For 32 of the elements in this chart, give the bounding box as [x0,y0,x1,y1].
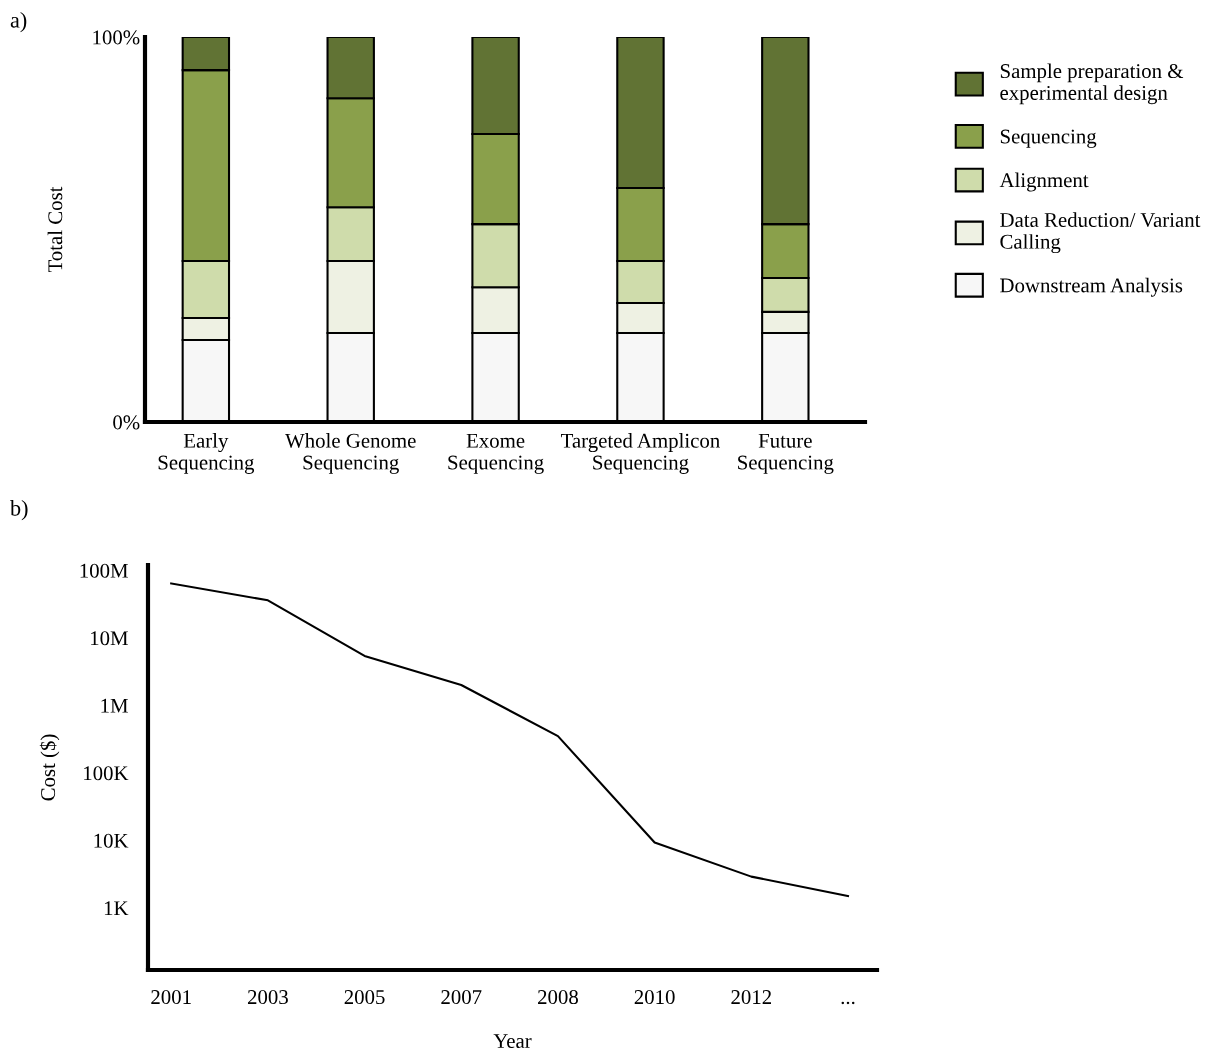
y-axis-title: Total Cost [47,186,63,273]
y-tick-label: 10K [94,833,129,848]
y-tick-label: 100K [84,766,129,781]
text: b) [10,500,28,521]
y-tick-label: 10M [91,631,128,646]
y-tick-label: 100% [93,30,140,45]
x-tick-label: Whole Genome Sequencing [285,433,416,474]
x-tick-label: 2005 [344,990,385,1005]
y-tick-label: 1M [101,698,128,713]
y-tick-label: 100M [80,563,128,578]
x-tick-label: Early Sequencing [158,433,255,474]
text: a) [10,12,27,33]
x-tick-label: 2012 [731,990,771,1005]
x-tick-label: Targeted Amplicon Sequencing [561,433,720,474]
y-tick-label: 1K [104,901,129,916]
line-series [170,582,850,897]
x-tick-label: 2010 [634,990,675,1005]
legend-label: Sequencing [1000,129,1097,148]
x-tick-label: 2008 [538,990,578,1005]
x-tick-label: Future Sequencing [738,433,834,474]
legend-label: Downstream Analysis [1000,277,1183,297]
legend-label: Data Reduction/ Variant Calling [1000,212,1201,254]
legend-label: Alignment [999,172,1089,192]
y-tick-label: 0% [113,415,140,430]
legend-label: Sample preparation & experimental design [1000,63,1184,105]
y-axis-title: Cost ($) [39,734,60,801]
x-axis-title: Year [493,1034,532,1048]
x-tick-label: ... [841,1001,855,1005]
x-tick-label: 2007 [441,990,482,1005]
x-tick-label: Exome Sequencing [448,433,544,474]
x-tick-label: 2003 [247,990,288,1005]
x-tick-label: 2001 [151,990,191,1005]
